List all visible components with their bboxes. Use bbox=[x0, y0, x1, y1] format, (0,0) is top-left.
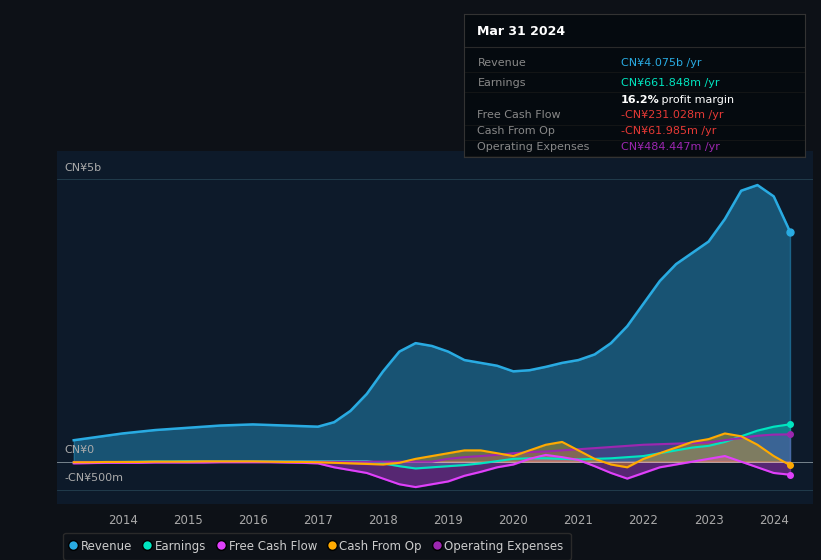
Text: profit margin: profit margin bbox=[658, 95, 734, 105]
Text: -CN¥231.028m /yr: -CN¥231.028m /yr bbox=[621, 110, 723, 120]
Text: -CN¥61.985m /yr: -CN¥61.985m /yr bbox=[621, 126, 716, 136]
Text: CN¥5b: CN¥5b bbox=[64, 162, 101, 172]
Text: Revenue: Revenue bbox=[478, 58, 526, 68]
Text: Operating Expenses: Operating Expenses bbox=[478, 142, 589, 152]
Text: CN¥4.075b /yr: CN¥4.075b /yr bbox=[621, 58, 701, 68]
Text: -CN¥500m: -CN¥500m bbox=[64, 473, 123, 483]
Text: CN¥0: CN¥0 bbox=[64, 445, 94, 455]
Text: CN¥661.848m /yr: CN¥661.848m /yr bbox=[621, 77, 719, 87]
Text: Cash From Op: Cash From Op bbox=[478, 126, 555, 136]
Text: CN¥484.447m /yr: CN¥484.447m /yr bbox=[621, 142, 719, 152]
Text: Mar 31 2024: Mar 31 2024 bbox=[478, 25, 566, 38]
Legend: Revenue, Earnings, Free Cash Flow, Cash From Op, Operating Expenses: Revenue, Earnings, Free Cash Flow, Cash … bbox=[63, 533, 571, 560]
Text: Earnings: Earnings bbox=[478, 77, 526, 87]
Text: 16.2%: 16.2% bbox=[621, 95, 659, 105]
Text: Free Cash Flow: Free Cash Flow bbox=[478, 110, 561, 120]
